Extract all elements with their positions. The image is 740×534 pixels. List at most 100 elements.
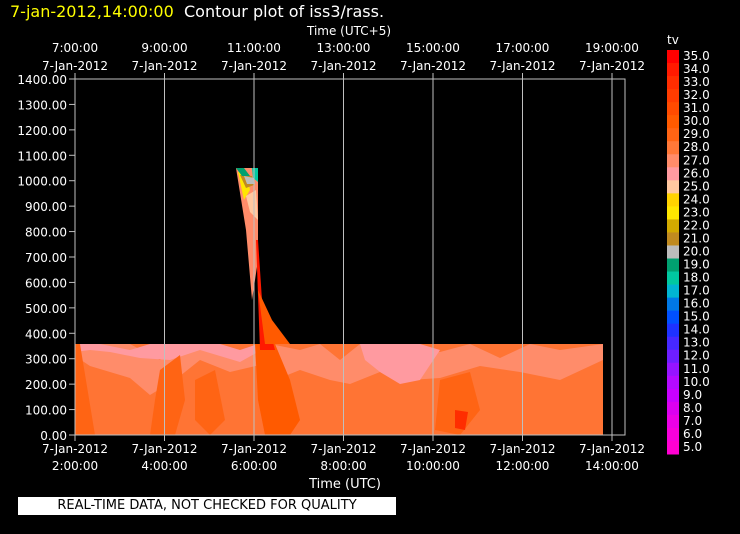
column-band-25 [246,190,258,220]
colorbar-level-label: 12.0 [683,349,710,363]
colorbar-swatch [667,245,679,260]
colorbar-swatch [667,414,679,429]
x-tick-date: 7-Jan-2012 [579,442,645,456]
x2-tick-date: 7-Jan-2012 [579,59,645,73]
y-tick-label: 100.00 [25,404,67,418]
y-tick-label: 200.00 [25,378,67,392]
colorbar-level-label: 17.0 [683,284,710,298]
contour-band-25b [360,344,440,384]
bottom-x-axis: 7-Jan-2012 2:00:00 7-Jan-2012 4:00:00 7-Jan-… [42,435,645,473]
colorbar-swatch [667,427,679,442]
y-tick-label: 0.00 [40,429,67,443]
colorbar-swatch [667,128,679,142]
colorbar-level-label: 7.0 [683,414,702,428]
y-tick-label: 1100.00 [17,149,67,163]
contour-band-29d [75,344,95,435]
colorbar-swatch [667,63,679,77]
colorbar-level-label: 30.0 [683,114,710,128]
x2-tick-time: 7:00:00 [52,41,98,55]
colorbar-level-label: 21.0 [683,231,710,245]
colorbar-swatch [667,297,679,312]
colorbar-swatch [667,219,679,233]
x2-tick-date: 7-Jan-2012 [400,59,466,73]
colorbar-swatch [667,310,679,325]
colorbar-swatch [667,258,679,273]
colorbar-swatch [667,323,679,338]
x2-tick-date: 7-Jan-2012 [490,59,556,73]
y-tick-label: 300.00 [25,353,67,367]
column-band-19 [236,168,250,176]
colorbar-level-label: 10.0 [683,375,710,389]
x2-tick-time: 13:00:00 [317,41,371,55]
contour-band-29b [195,370,225,435]
x-tick-date: 7-Jan-2012 [400,442,466,456]
colorbar-level-label: 29.0 [683,127,710,141]
colorbar-label: tv [667,33,679,47]
colorbar-swatch [667,401,679,416]
x-tick-date: 7-Jan-2012 [42,442,108,456]
colorbar-level-label: 14.0 [683,323,710,337]
colorbar-swatch [667,193,679,207]
contour-band-33 [455,410,468,430]
x-tick-date: 7-Jan-2012 [311,442,377,456]
x-tick-date: 7-Jan-2012 [221,442,287,456]
column-band-20 [244,176,255,184]
x-tick-time: 6:00:00 [231,459,277,473]
x2-tick-time: 19:00:00 [585,41,639,55]
colorbar-swatch [667,388,679,403]
colorbar-level-label: 34.0 [683,62,710,76]
x2-tick-time: 15:00:00 [406,41,460,55]
top-x-axis: 7:00:00 7-Jan-2012 9:00:00 7-Jan-2012 11:00:… [42,41,645,79]
column-band-30 [258,290,290,344]
colorbar-level-label: 32.0 [683,88,710,102]
y-tick-label: 1000.00 [17,175,67,189]
colorbar-swatch [667,154,679,168]
colorbar-level-label: 15.0 [683,310,710,324]
contour-band-29a [150,355,185,435]
colorbar-swatch [667,440,679,455]
x-tick-time: 2:00:00 [52,459,98,473]
colorbar-level-label: 9.0 [683,388,702,402]
y-tick-label: 1400.00 [17,73,67,87]
colorbar-level-label: 31.0 [683,101,710,115]
colorbar-level-label: 16.0 [683,297,710,311]
top-axis-title: Time (UTC+5) [306,24,391,38]
colorbar-level-label: 6.0 [683,427,702,441]
colorbar-swatch [667,102,679,116]
colorbar-level-label: 24.0 [683,192,710,206]
x2-tick-date: 7-Jan-2012 [132,59,198,73]
contour-fill [75,168,603,435]
colorbar-level-label: 27.0 [683,153,710,167]
y-tick-label: 900.00 [25,200,67,214]
x-tick-time: 8:00:00 [320,459,366,473]
colorbar-swatch [667,271,679,286]
bottom-axis-title: Time (UTC) [308,477,381,492]
x-tick-date: 7-Jan-2012 [132,442,198,456]
colorbar-level-label: 5.0 [683,440,702,454]
colorbar-level-label: 20.0 [683,244,710,258]
colorbar-level-label: 13.0 [683,336,710,350]
colorbar-level-label: 26.0 [683,166,710,180]
x-tick-time: 14:00:00 [585,459,639,473]
y-tick-label: 1200.00 [17,124,67,138]
y-tick-label: 1300.00 [17,98,67,112]
colorbar-swatch [667,141,679,155]
colorbar-swatch [667,336,679,351]
quality-notice: REAL-TIME DATA, NOT CHECKED FOR QUALITY [18,497,396,515]
contour-band-25 [75,344,258,362]
colorbar-level-label: 19.0 [683,258,710,272]
y-tick-label: 600.00 [25,276,67,290]
colorbar-swatch [667,375,679,390]
colorbar: tv 35.034.033.032.031.030.029.028.027.02… [667,33,710,455]
x2-tick-date: 7-Jan-2012 [311,59,377,73]
x-tick-date: 7-Jan-2012 [490,442,556,456]
plot-title: Contour plot of iss3/rass. [184,2,384,21]
x2-tick-time: 17:00:00 [496,41,550,55]
y-tick-label: 400.00 [25,327,67,341]
y-axis: 0.00 100.00 200.00 300.00 400.00 500.00 600.00… [17,73,75,443]
contour-band-29c [435,372,480,435]
colorbar-level-label: 22.0 [683,218,710,232]
